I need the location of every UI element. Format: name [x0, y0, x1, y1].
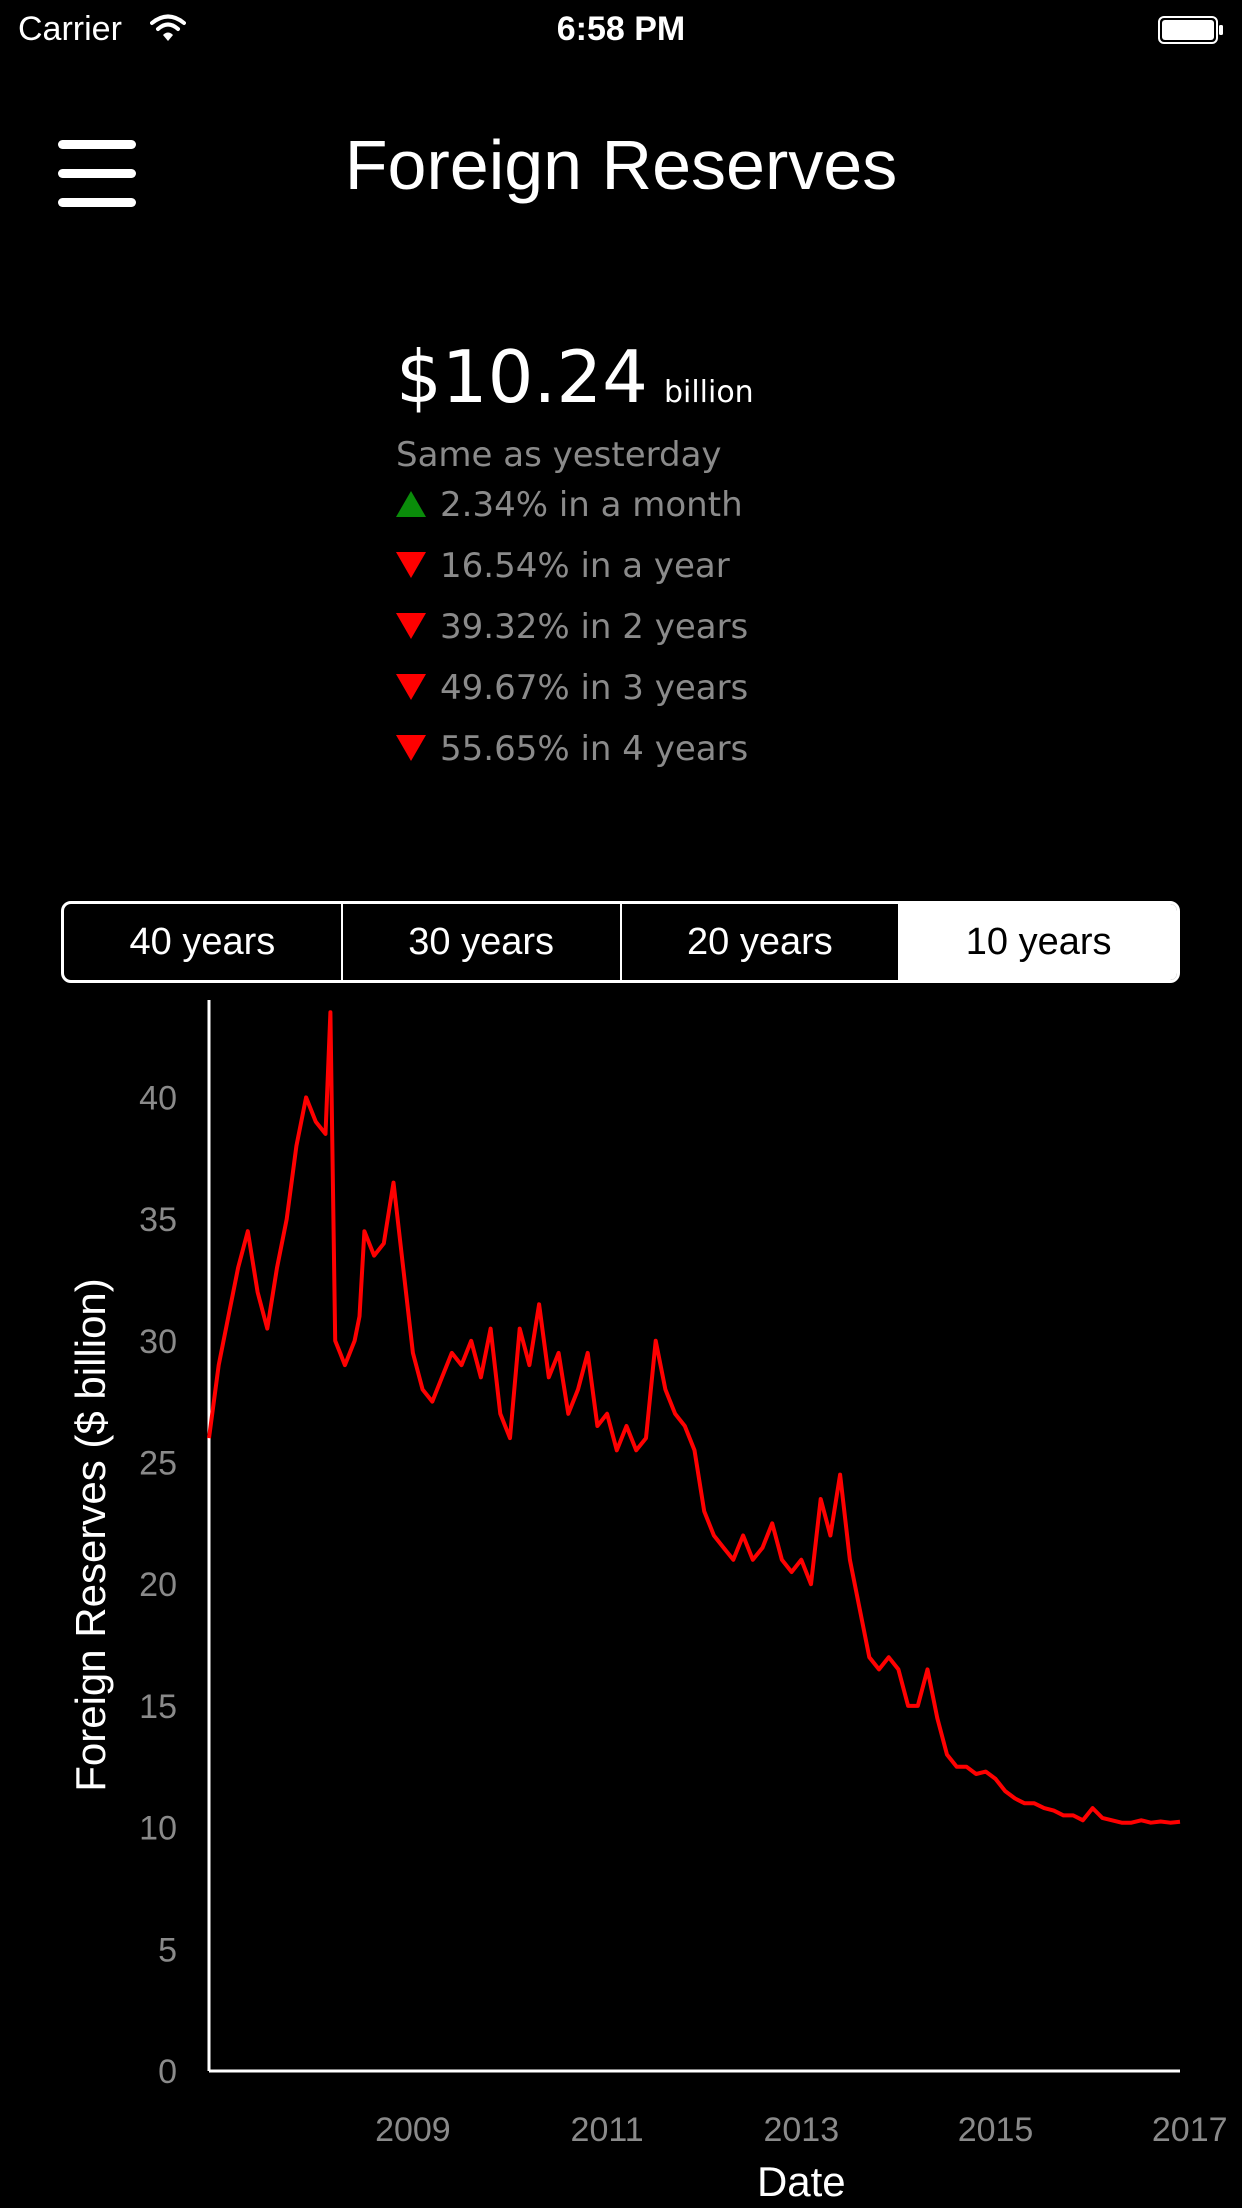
change-row: 49.67% in 3 years	[396, 658, 754, 719]
change-text: 16.54% in a year	[440, 546, 730, 586]
hamburger-menu-icon[interactable]	[58, 140, 136, 207]
range-selector[interactable]: 40 years 30 years 20 years 10 years	[61, 901, 1180, 983]
y-tick-label: 20	[139, 1566, 177, 1604]
series-line	[207, 1010, 1181, 1825]
triangle-down-icon	[396, 673, 426, 700]
value-amount: $10.24	[396, 335, 648, 419]
change-row: 55.65% in 4 years	[396, 719, 754, 780]
change-text: 2.34% in a month	[440, 485, 743, 525]
x-tick-label: 2017	[1152, 2111, 1228, 2149]
change-text: 39.32% in 2 years	[440, 607, 749, 647]
change-row: 39.32% in 2 years	[396, 597, 754, 658]
triangle-up-icon	[396, 490, 426, 517]
change-text: 49.67% in 3 years	[440, 668, 749, 708]
x-tick-label: 2015	[958, 2111, 1034, 2149]
y-tick-label: 10	[139, 1810, 177, 1848]
y-tick-label: 5	[158, 1931, 177, 1969]
status-time: 6:58 PM	[556, 10, 686, 48]
range-option-10-years[interactable]: 10 years	[900, 904, 1177, 980]
change-list: 2.34% in a month 16.54% in a year 39.32% i…	[396, 475, 754, 780]
page-title: Foreign Reserves	[344, 126, 898, 204]
y-tick-label: 0	[158, 2053, 177, 2091]
value-unit: billion	[663, 375, 754, 410]
summary-panel: $10.24 billion Same as yesterday 2.34% in…	[396, 335, 754, 780]
carrier-label: Carrier	[18, 10, 122, 48]
battery-icon	[1158, 16, 1223, 44]
current-value: $10.24 billion	[396, 335, 754, 419]
status-bar: Carrier 6:58 PM	[0, 0, 1242, 60]
y-tick-label: 30	[139, 1323, 177, 1361]
range-option-20-years[interactable]: 20 years	[622, 904, 901, 980]
y-tick-label: 35	[139, 1201, 177, 1239]
range-option-30-years[interactable]: 30 years	[343, 904, 622, 980]
x-tick-label: 2011	[571, 2111, 644, 2149]
range-option-40-years[interactable]: 40 years	[64, 904, 343, 980]
y-axis-label: Foreign Reserves ($ billion)	[67, 1278, 114, 1792]
reserves-line-chart: 0 5 10 15 20 25 30 35 40 2009 2011 2013 2015 2017 Date…	[67, 1000, 1228, 2205]
triangle-down-icon	[396, 734, 426, 761]
triangle-down-icon	[396, 551, 426, 578]
x-tick-label: 2013	[763, 2111, 839, 2149]
daily-change-text: Same as yesterday	[396, 435, 722, 475]
y-tick-label: 25	[139, 1444, 177, 1482]
change-row: 2.34% in a month	[396, 475, 754, 536]
change-text: 55.65% in 4 years	[440, 729, 749, 769]
y-tick-label: 15	[139, 1688, 177, 1726]
change-row: 16.54% in a year	[396, 536, 754, 597]
x-axis-label: Date	[757, 2158, 846, 2205]
wifi-icon	[150, 14, 186, 41]
triangle-down-icon	[396, 612, 426, 639]
x-tick-label: 2009	[375, 2111, 451, 2149]
y-tick-label: 40	[139, 1079, 177, 1117]
